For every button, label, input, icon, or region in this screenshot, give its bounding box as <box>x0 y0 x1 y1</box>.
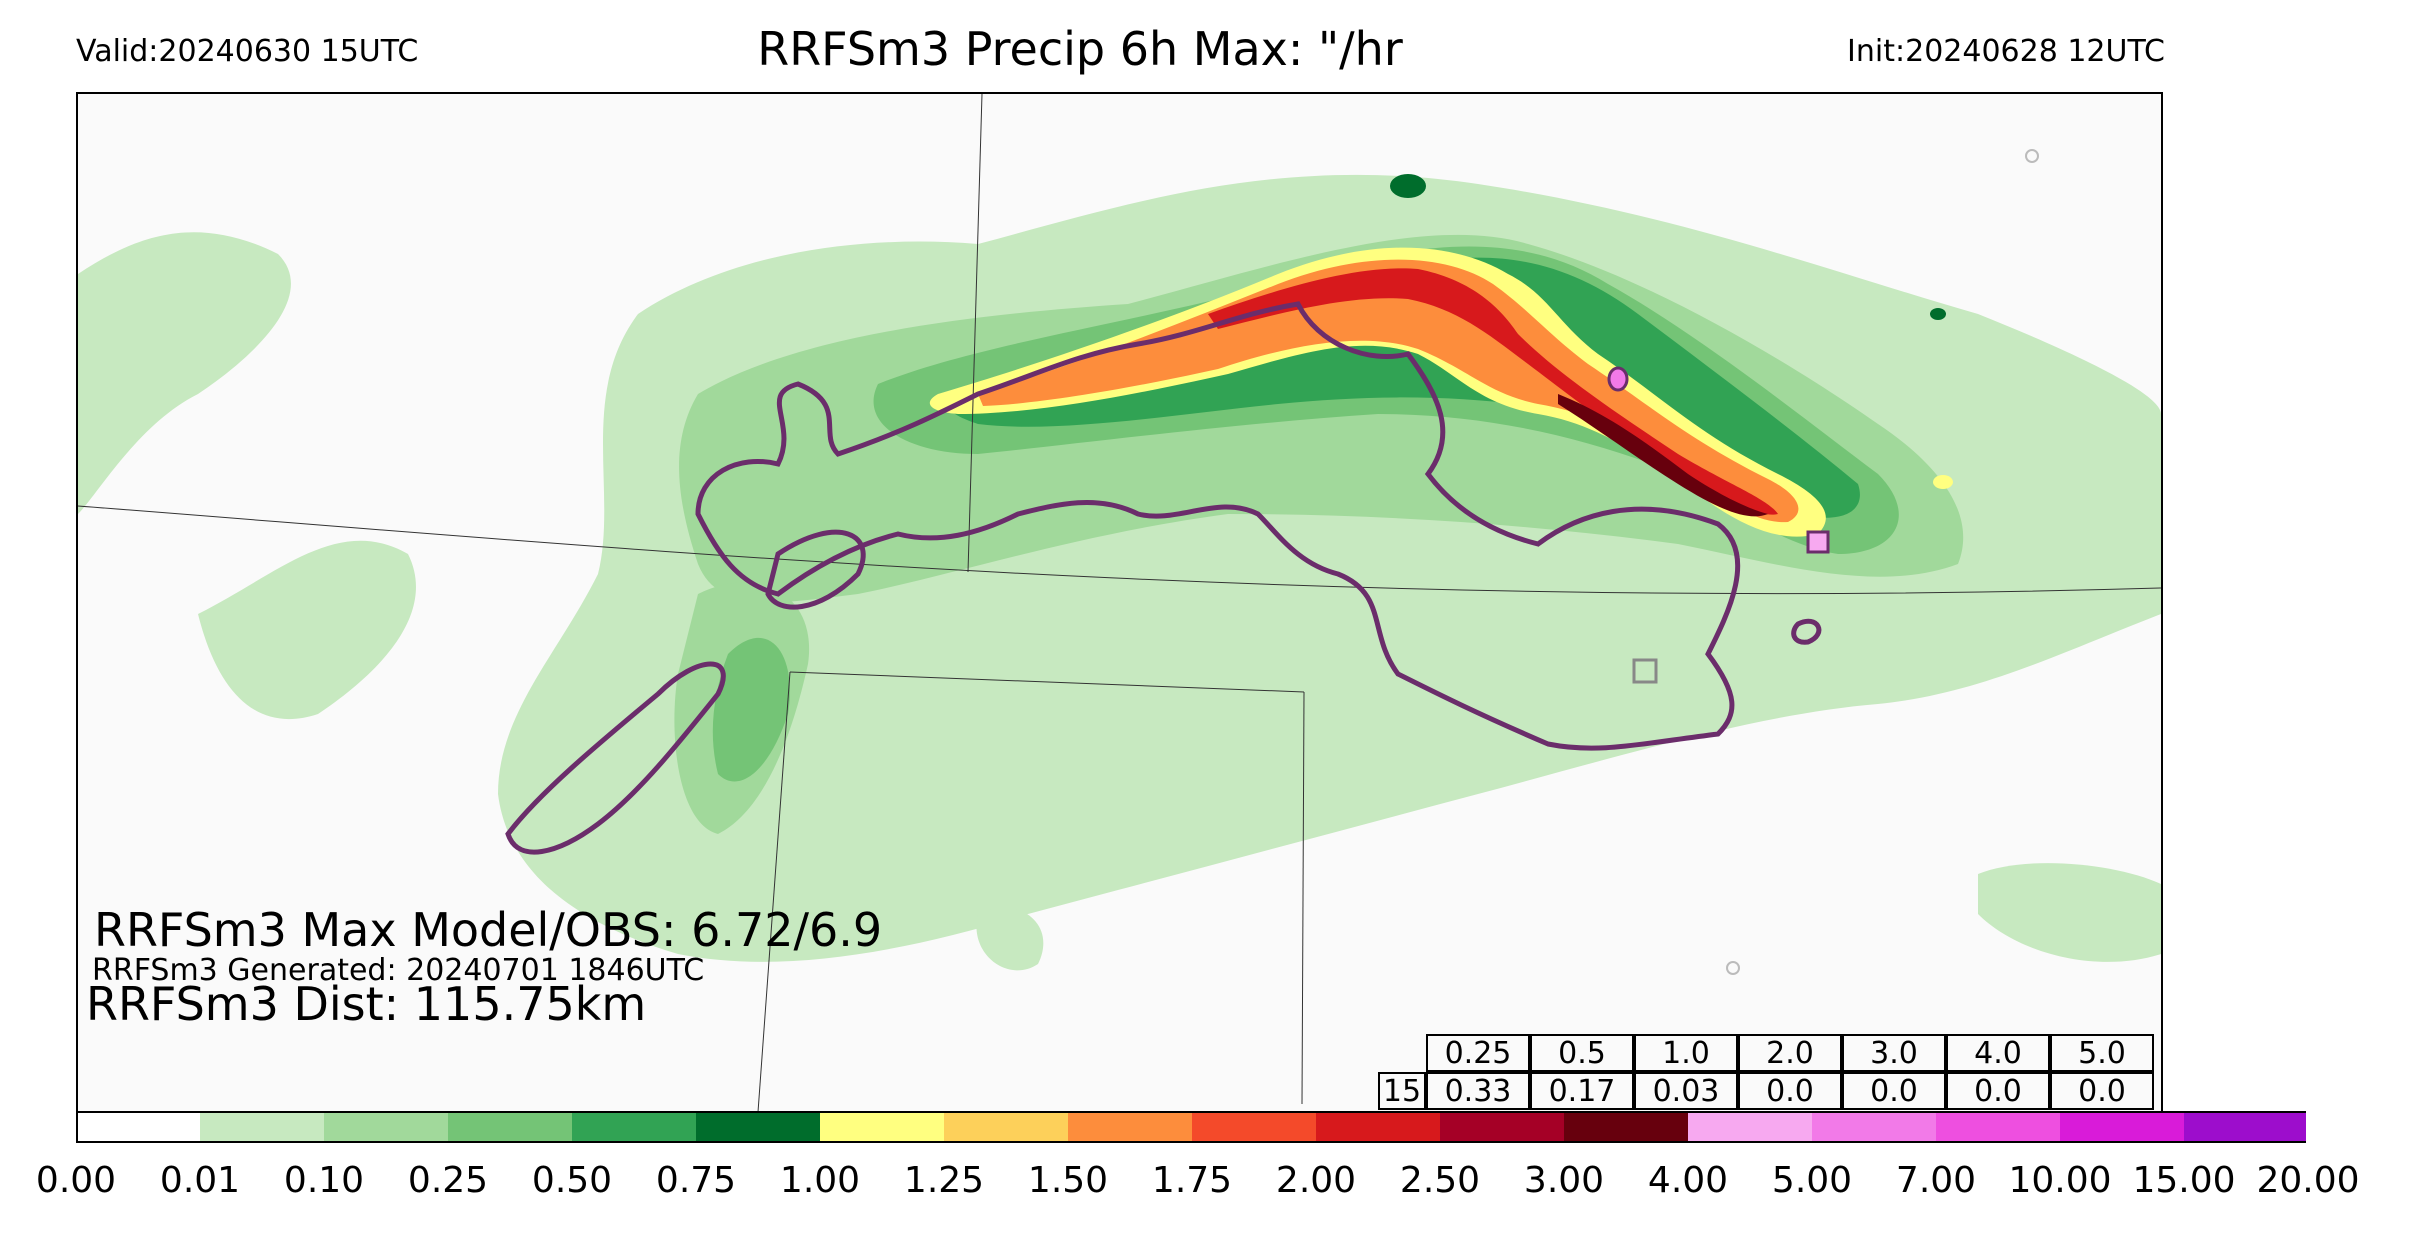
generated-time-label: RRFSm3 Generated: 20240701 1846UTC <box>92 953 705 988</box>
colorbar-segment <box>1812 1112 1936 1142</box>
map-title: RRFSm3 Precip 6h Max: "/hr <box>757 22 1403 76</box>
colorbar-tick-label: 5.00 <box>1771 1160 1853 1201</box>
score-cell: 0.0 <box>2050 1072 2154 1110</box>
colorbar-outline <box>76 1111 2306 1143</box>
colorbar-tick-label: 2.00 <box>1275 1160 1357 1201</box>
colorbar-tick-label: 7.00 <box>1895 1160 1977 1201</box>
verification-box <box>1632 658 1658 684</box>
precip-map-canvas <box>78 94 2161 1112</box>
score-cell: 0.0 <box>1842 1072 1946 1110</box>
valid-time-label: Valid:20240630 15UTC <box>76 34 419 69</box>
colorbar-segment <box>696 1112 820 1142</box>
row-label-cell: 15 <box>1378 1072 1426 1110</box>
precip-dark-green-region <box>947 174 1946 518</box>
colorbar-segment <box>1316 1112 1440 1142</box>
threshold-cell: 0.5 <box>1530 1034 1634 1072</box>
obs-precip-contour <box>505 301 1822 855</box>
colorbar-segment <box>1440 1112 1564 1142</box>
colorbar-tick-label: 0.01 <box>159 1160 241 1201</box>
precip-map[interactable] <box>76 92 2163 1114</box>
colorbar-tick-label: 2.50 <box>1399 1160 1481 1201</box>
score-cell: 0.03 <box>1634 1072 1738 1110</box>
threshold-cell: 3.0 <box>1842 1034 1946 1072</box>
colorbar-tick-label: 4.00 <box>1647 1160 1729 1201</box>
threshold-cell: 4.0 <box>1946 1034 2050 1072</box>
colorbar-segment <box>1936 1112 2060 1142</box>
colorbar-segment <box>820 1112 944 1142</box>
colorbar-tick-label: 1.00 <box>779 1160 861 1201</box>
score-table: 0.25 0.5 1.0 2.0 3.0 4.0 5.0 15 0.33 0.17 0.03 0.0 0… <box>1378 1034 2160 1111</box>
colorbar-tick-label: 1.50 <box>1027 1160 1109 1201</box>
max-model-obs-label: RRFSm3 Max Model/OBS: 6.72/6.9 <box>94 903 883 957</box>
colorbar-segment <box>1068 1112 1192 1142</box>
colorbar-segment <box>1564 1112 1688 1142</box>
colorbar-segment <box>2184 1112 2306 1142</box>
colorbar-segment <box>324 1112 448 1142</box>
colorbar-tick-label: 15.00 <box>2132 1160 2236 1201</box>
colorbar-ticks: 0.00 0.01 0.10 0.25 0.50 0.75 1.00 1.25 1.50 1.75… <box>0 1150 2435 1210</box>
threshold-cell: 5.0 <box>2050 1034 2154 1072</box>
state-borders <box>78 94 2161 1112</box>
init-time-label: Init:20240628 12UTC <box>1847 34 2165 69</box>
colorbar-segment <box>200 1112 324 1142</box>
colorbar-tick-label: 0.10 <box>283 1160 365 1201</box>
colorbar-segment <box>76 1112 200 1142</box>
precip-intense-core <box>929 247 1953 554</box>
threshold-cell: 0.25 <box>1426 1034 1530 1072</box>
colorbar-segment <box>572 1112 696 1142</box>
colorbar <box>76 1111 2306 1143</box>
colorbar-segment <box>1688 1112 1812 1142</box>
threshold-cell: 1.0 <box>1634 1034 1738 1072</box>
colorbar-tick-label: 1.25 <box>903 1160 985 1201</box>
score-cell: 0.33 <box>1426 1072 1530 1110</box>
score-cell: 0.17 <box>1530 1072 1634 1110</box>
colorbar-segment <box>448 1112 572 1142</box>
colorbar-tick-label: 3.00 <box>1523 1160 1605 1201</box>
colorbar-segment <box>2060 1112 2184 1142</box>
colorbar-tick-label: 20.00 <box>2256 1160 2360 1201</box>
score-cell: 0.0 <box>1946 1072 2050 1110</box>
colorbar-tick-label: 0.25 <box>407 1160 489 1201</box>
colorbar-tick-label: 0.75 <box>655 1160 737 1201</box>
colorbar-segment <box>944 1112 1068 1142</box>
distance-label: RRFSm3 Dist: 115.75km <box>86 977 647 1031</box>
colorbar-tick-label: 0.00 <box>35 1160 117 1201</box>
colorbar-tick-label: 1.75 <box>1151 1160 1233 1201</box>
colorbar-tick-label: 10.00 <box>2008 1160 2112 1201</box>
colorbar-tick-label: 0.50 <box>531 1160 613 1201</box>
lake-marker <box>1726 961 1740 975</box>
score-cell: 0.0 <box>1738 1072 1842 1110</box>
lake-marker <box>2025 149 2039 163</box>
colorbar-segment <box>1192 1112 1316 1142</box>
threshold-cell: 2.0 <box>1738 1034 1842 1072</box>
